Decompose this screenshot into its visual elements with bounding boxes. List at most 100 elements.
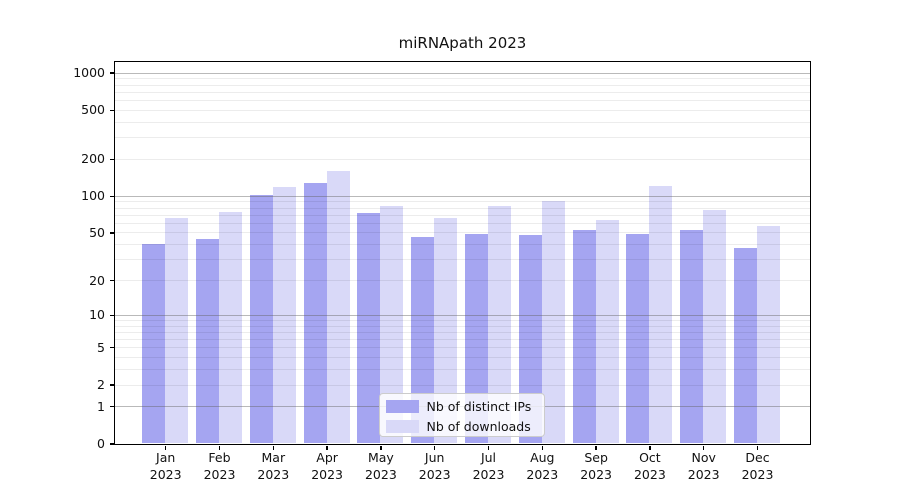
- bar-downloads: [703, 210, 727, 444]
- y-gridline-minor: [114, 207, 810, 209]
- plot-area: [113, 61, 811, 445]
- bar-distinct-ips: [465, 233, 488, 444]
- bar-downloads: [541, 201, 565, 444]
- x-tick: [434, 445, 436, 450]
- y-gridline-minor: [114, 78, 810, 80]
- x-tick-year: 2023: [364, 466, 397, 482]
- y-gridline-major: [114, 195, 810, 197]
- x-tick: [649, 445, 651, 450]
- x-tick: [541, 445, 543, 450]
- bar-downloads: [219, 212, 242, 444]
- legend-label: Nb of downloads: [426, 419, 531, 434]
- y-gridline-minor: [114, 137, 810, 139]
- x-tick-year: 2023: [633, 466, 666, 482]
- x-tick: [165, 445, 167, 450]
- y-gridline-minor: [114, 109, 810, 111]
- bar-distinct-ips: [142, 244, 166, 444]
- x-tick-label: Mar 2023: [243, 450, 303, 483]
- bar-downloads: [649, 186, 673, 444]
- bar-distinct-ips: [411, 236, 435, 444]
- bar-distinct-ips: [249, 194, 273, 444]
- y-gridline-minor: [114, 369, 810, 371]
- y-tick: [109, 232, 114, 234]
- x-tick: [380, 445, 382, 450]
- x-tick-month: Sep: [584, 450, 608, 465]
- y-gridline-minor: [114, 331, 810, 333]
- bar-distinct-ips: [518, 234, 542, 444]
- bar-distinct-ips: [196, 239, 219, 444]
- y-gridline-minor: [114, 325, 810, 327]
- y-gridline-minor: [114, 84, 810, 86]
- x-tick-year: 2023: [472, 466, 505, 482]
- y-tick-label: 2: [97, 377, 105, 393]
- y-gridline-major: [114, 72, 810, 74]
- x-tick-year: 2023: [687, 466, 720, 482]
- legend-swatch-downloads: [385, 420, 419, 433]
- y-gridline-minor: [114, 222, 810, 224]
- y-tick: [109, 72, 114, 74]
- y-tick-label: 200: [81, 151, 105, 167]
- y-tick: [109, 314, 114, 316]
- x-tick-label: Oct 2023: [620, 450, 680, 483]
- x-tick-year: 2023: [257, 466, 290, 482]
- bar-distinct-ips: [734, 248, 757, 444]
- x-tick-year: 2023: [149, 466, 182, 482]
- bar-distinct-ips: [572, 230, 596, 444]
- x-tick-label: Sep 2023: [566, 450, 626, 483]
- legend-label: Nb of distinct IPs: [426, 399, 532, 414]
- y-gridline-minor: [114, 91, 810, 93]
- x-tick-label: Dec 2023: [728, 450, 788, 483]
- y-gridline-minor: [114, 357, 810, 359]
- bar-downloads: [595, 220, 619, 444]
- x-tick-month: Nov: [691, 450, 716, 465]
- chart-title: miRNApath 2023: [398, 34, 527, 52]
- bar-downloads: [757, 226, 780, 444]
- y-gridline-major: [114, 314, 810, 316]
- x-tick-month: Oct: [639, 450, 661, 465]
- x-tick-month: May: [367, 450, 394, 465]
- y-tick: [109, 158, 114, 160]
- x-tick-label: Feb 2023: [190, 450, 250, 483]
- x-tick: [272, 445, 274, 450]
- y-tick: [109, 384, 114, 386]
- bar-downloads: [488, 206, 511, 444]
- y-tick: [109, 109, 114, 111]
- x-tick: [756, 445, 759, 450]
- y-gridline-minor: [114, 339, 810, 341]
- x-tick-month: Feb: [208, 450, 231, 465]
- legend-row: Nb of downloads: [385, 418, 544, 436]
- x-tick-month: Apr: [316, 450, 338, 465]
- y-gridline-minor: [114, 384, 810, 386]
- y-tick: [109, 443, 114, 445]
- x-tick-month: Mar: [261, 450, 286, 465]
- y-gridline-minor: [114, 280, 810, 282]
- x-tick: [703, 445, 705, 450]
- x-tick-label: Jul 2023: [459, 450, 519, 483]
- x-tick: [595, 445, 597, 450]
- y-tick: [109, 406, 114, 408]
- x-tick-label: Nov 2023: [674, 450, 734, 483]
- y-gridline-minor: [114, 158, 810, 160]
- y-tick-label: 5: [97, 339, 105, 355]
- x-tick-month: Jul: [480, 450, 497, 465]
- legend-row: Nb of distinct IPs: [385, 398, 544, 416]
- bar-downloads: [326, 170, 350, 444]
- y-gridline-minor: [114, 259, 810, 261]
- legend-swatch-distinct-ips: [385, 400, 419, 413]
- y-tick-label: 100: [81, 188, 105, 204]
- x-tick-month: Jun: [424, 450, 445, 465]
- x-tick-year: 2023: [418, 466, 451, 482]
- y-tick-label: 1000: [73, 65, 105, 81]
- x-tick-year: 2023: [311, 466, 343, 482]
- y-gridline-minor: [114, 347, 810, 349]
- bar-distinct-ips: [626, 233, 650, 444]
- bar-downloads: [380, 205, 404, 444]
- x-tick-year: 2023: [203, 466, 236, 482]
- x-tick-year: 2023: [526, 466, 559, 482]
- y-gridline-minor: [114, 319, 810, 321]
- x-tick: [487, 445, 490, 450]
- y-tick-label: 50: [89, 224, 105, 240]
- y-tick-label: 10: [89, 307, 105, 323]
- x-tick-year: 2023: [580, 466, 612, 482]
